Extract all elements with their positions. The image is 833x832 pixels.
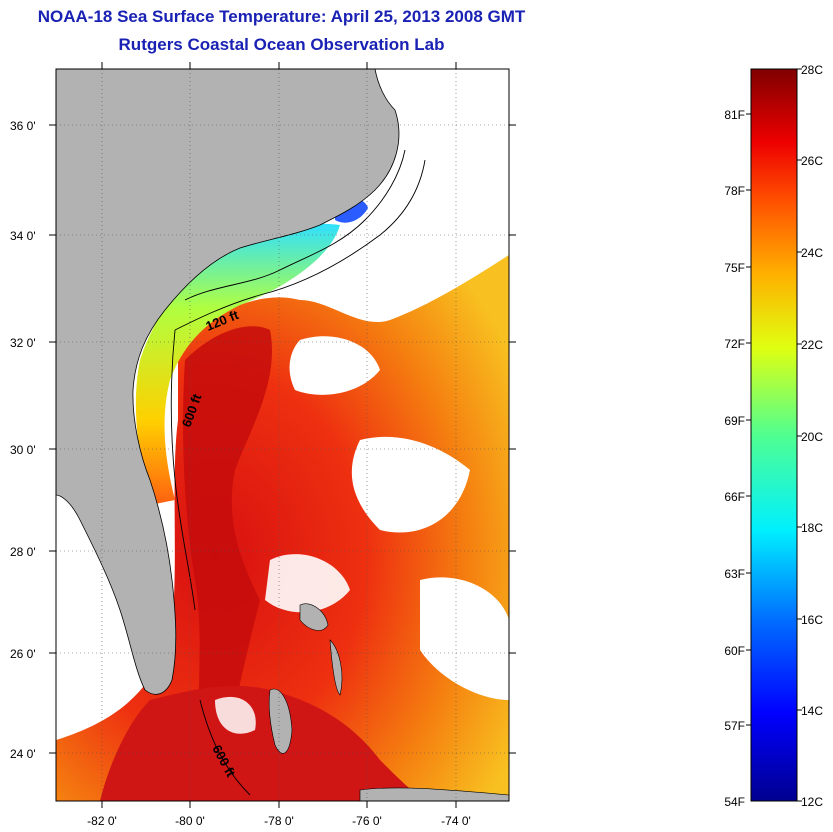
colorbar-fahrenheit-label: 75F [724, 261, 745, 275]
land-cuba-coast [359, 787, 509, 801]
lat-label: 30 0' [10, 443, 36, 457]
colorbar-celsius-label: 18C [801, 521, 823, 535]
colorbar [750, 68, 798, 802]
colorbar-celsius-label: 24C [801, 246, 823, 260]
lon-label: -78 0' [264, 814, 294, 828]
cloud-patch [215, 696, 256, 734]
land-bahamas-eleuthera [329, 639, 343, 696]
lat-label: 28 0' [10, 545, 36, 559]
colorbar-fahrenheit-label: 81F [724, 108, 745, 122]
colorbar-celsius-label: 22C [801, 338, 823, 352]
cloud-patch [351, 436, 470, 533]
colorbar-ticks [746, 68, 802, 802]
lat-label: 36 0' [10, 119, 36, 133]
land-bahamas-andros [268, 688, 293, 754]
contour-600ft-south [199, 699, 251, 796]
colorbar-celsius-label: 12C [801, 795, 823, 809]
colorbar-fahrenheit-label: 60F [724, 644, 745, 658]
colorbar-fahrenheit-label: 66F [724, 490, 745, 504]
colorbar-fahrenheit-label: 63F [724, 567, 745, 581]
colorbar-celsius-label: 28C [801, 63, 823, 77]
map-panel: 120 ft 600 ft 600 ft [56, 69, 509, 801]
lon-label: -76 0' [352, 814, 382, 828]
colorbar-fahrenheit-label: 78F [724, 184, 745, 198]
sst-south-warm-area [100, 685, 430, 801]
axis-ticks [49, 62, 516, 808]
cloud-patch [265, 554, 350, 613]
colorbar-celsius-label: 26C [801, 154, 823, 168]
sst-coastal-band [135, 223, 340, 505]
colorbar-fahrenheit-label: 72F [724, 337, 745, 351]
contour-600ft [170, 159, 426, 611]
lon-label: -82 0' [87, 814, 117, 828]
sst-gulf-stream-core [183, 326, 272, 760]
lat-label: 26 0' [10, 647, 36, 661]
colorbar-fahrenheit-label: 69F [724, 414, 745, 428]
cloud-patch [289, 336, 380, 395]
lon-label: -74 0' [441, 814, 471, 828]
lat-label: 32 0' [10, 336, 36, 350]
lat-label: 24 0' [10, 747, 36, 761]
colorbar-fahrenheit-label: 54F [724, 795, 745, 809]
colorbar-celsius-label: 14C [801, 704, 823, 718]
map-title: NOAA-18 Sea Surface Temperature: April 2… [37, 7, 526, 26]
cloud-patch [420, 577, 509, 700]
map-subtitle: Rutgers Coastal Ocean Observation Lab [118, 35, 445, 54]
colorbar-celsius-label: 16C [801, 613, 823, 627]
colorbar-fahrenheit-label: 57F [724, 719, 745, 733]
map-frame [55, 68, 510, 802]
land-bahamas-abaco [299, 603, 329, 631]
lon-label: -80 0' [175, 814, 205, 828]
contour-120ft [184, 149, 406, 301]
colorbar-celsius-label: 20C [801, 430, 823, 444]
lat-label: 34 0' [10, 229, 36, 243]
